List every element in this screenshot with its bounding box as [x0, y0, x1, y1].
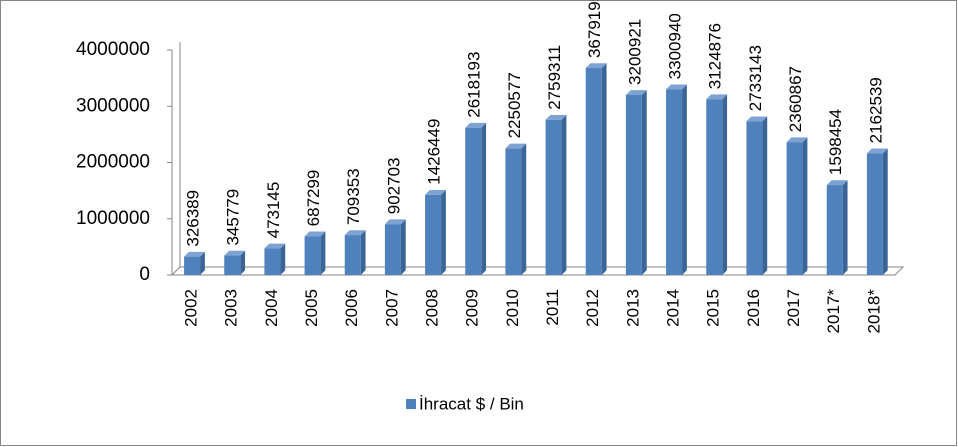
value-label: 1426449	[425, 119, 444, 185]
bar-side	[682, 84, 687, 275]
bar	[746, 121, 763, 275]
bar-side	[481, 122, 487, 276]
bar	[625, 94, 642, 275]
bar	[585, 68, 602, 275]
bar-top	[505, 143, 527, 149]
bar	[505, 148, 522, 275]
value-label: 2360867	[786, 66, 805, 132]
bar-side	[320, 231, 326, 275]
bar-side	[240, 250, 246, 275]
bar-side	[802, 137, 808, 275]
bar-top	[304, 231, 326, 237]
bar	[384, 224, 401, 275]
bar	[224, 255, 241, 275]
bar-top	[184, 251, 205, 257]
bar-side	[200, 251, 205, 275]
bar-side	[842, 180, 848, 275]
y-tick-label: 4000000	[76, 39, 150, 60]
value-label: 3300940	[666, 13, 685, 79]
value-label: 473145	[264, 182, 283, 239]
bar-side	[641, 90, 647, 275]
bar-top	[666, 84, 687, 90]
bar-top	[545, 114, 567, 120]
x-tick-label: 2012	[583, 289, 602, 327]
bar-top	[264, 243, 286, 249]
y-tick-label: 1000000	[76, 208, 150, 229]
value-label: 687299	[304, 170, 323, 227]
x-tick-label: 2010	[503, 289, 522, 327]
x-tick-label: 2005	[302, 289, 321, 327]
bar-top	[826, 180, 848, 186]
value-label: 3124876	[706, 23, 725, 89]
x-tick-label: 2013	[623, 289, 642, 327]
x-tick-label: 2016	[744, 289, 763, 327]
y-tick-label: 0	[139, 264, 150, 285]
bar-top	[465, 122, 487, 128]
bar-top	[706, 94, 728, 100]
bar-side	[561, 114, 567, 275]
bar	[184, 256, 201, 275]
value-label: 709353	[344, 168, 363, 225]
x-tick-label: 2017	[784, 289, 803, 327]
y-tick-label: 3000000	[76, 95, 150, 116]
bar-top	[866, 148, 888, 154]
x-tick-label: 2017*	[824, 289, 843, 334]
bar-side	[280, 243, 286, 275]
bar	[826, 185, 843, 275]
x-tick-label: 2002	[182, 289, 201, 327]
x-tick-label: 2007	[382, 289, 401, 327]
value-label: 2250577	[505, 72, 524, 138]
bar-side	[360, 230, 366, 275]
bar-top	[746, 116, 768, 122]
legend-swatch	[406, 399, 416, 409]
value-label: 345779	[224, 189, 243, 246]
floor	[170, 266, 905, 276]
bar-top	[384, 219, 406, 225]
value-label: 3200921	[625, 19, 644, 85]
bar-top	[625, 90, 647, 95]
bar	[264, 248, 281, 275]
bar	[425, 194, 442, 275]
bar	[344, 235, 361, 275]
x-tick-label: 2008	[423, 289, 442, 327]
bar-side	[441, 189, 446, 275]
bar-top	[585, 63, 607, 69]
bar-top	[344, 230, 366, 236]
bar-top	[224, 250, 246, 256]
y-tick-label: 2000000	[76, 152, 150, 173]
value-label: 2759311	[545, 45, 564, 110]
bar	[866, 153, 883, 275]
value-label: 3679195	[585, 0, 604, 58]
bar-side	[601, 63, 607, 275]
bar	[786, 142, 803, 275]
bar-top	[425, 189, 446, 195]
bar-side	[521, 143, 527, 275]
x-tick-label: 2011	[543, 289, 562, 326]
x-tick-label: 2006	[342, 289, 361, 327]
bar-top	[786, 137, 808, 143]
value-label: 1598454	[826, 109, 845, 175]
value-label: 2162539	[866, 77, 885, 143]
x-tick-label: 2015	[704, 289, 723, 327]
bar	[666, 89, 683, 275]
x-tick-label: 2004	[262, 289, 281, 327]
legend-label: İhracat $ / Bin	[419, 394, 524, 413]
bar-side	[762, 116, 768, 275]
bar	[465, 127, 482, 275]
x-tick-label: 2003	[222, 289, 241, 327]
value-label: 2733143	[746, 45, 765, 111]
bar-side	[722, 94, 728, 276]
bar	[545, 119, 562, 275]
x-tick-label: 2018*	[864, 289, 883, 334]
x-tick-label: 2009	[463, 289, 482, 327]
x-tick-label: 2014	[664, 289, 683, 327]
bar-side	[882, 148, 888, 275]
bar-side	[400, 219, 406, 275]
value-label: 2618193	[465, 52, 484, 118]
bar	[304, 236, 321, 275]
value-label: 326389	[184, 190, 203, 247]
bar	[706, 99, 723, 275]
value-label: 902703	[384, 157, 403, 214]
